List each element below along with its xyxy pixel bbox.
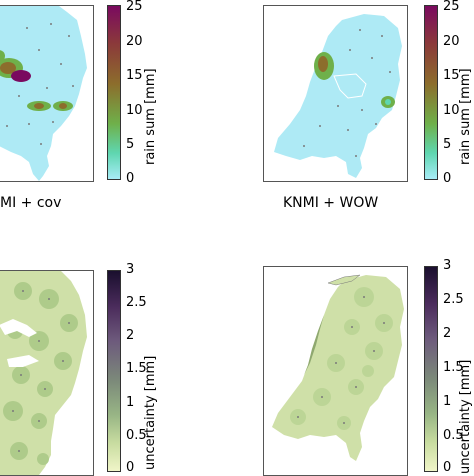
map-uncertainty-wow xyxy=(263,266,408,476)
unc-tick-left: 1 xyxy=(126,395,135,410)
uncertainty-map-wow-svg xyxy=(272,274,404,461)
map-rain-knmi-cov xyxy=(0,5,94,182)
rain-tick-right: 0 xyxy=(443,171,452,186)
unc-tick-right: 0.5 xyxy=(443,428,464,443)
unc-tick-left: 1.5 xyxy=(126,361,147,376)
rain-tick-right: 10 xyxy=(443,103,460,118)
uncertainty-map-cov-svg xyxy=(0,271,87,475)
rain-cell xyxy=(0,62,16,74)
unc-tick-right: 0 xyxy=(443,460,452,475)
rain-cell xyxy=(34,103,44,109)
rain-colorbar-right xyxy=(424,5,438,180)
map-uncertainty-cov xyxy=(0,270,94,476)
rain-colorbar-left xyxy=(107,5,121,180)
unc-tick-right: 2.5 xyxy=(443,292,464,307)
netherlands-shape xyxy=(274,14,402,178)
panel-title-knmi-cov: MI + cov xyxy=(0,195,62,211)
uncertainty-colorbar-right xyxy=(424,266,438,472)
rain-tick-left: 10 xyxy=(126,103,143,118)
islands xyxy=(327,274,361,286)
rain-map-wow-svg xyxy=(274,14,402,178)
unc-tick-left: 2 xyxy=(126,328,135,343)
station-dots xyxy=(12,290,70,452)
uncertainty-colorbar-label-right: uncertainty [mm] xyxy=(458,359,473,474)
unc-tick-right: 2 xyxy=(443,326,452,341)
dunes-edge xyxy=(304,315,324,375)
rain-cell xyxy=(318,56,328,72)
rain-tick-left: 25 xyxy=(126,0,143,14)
rain-tick-left: 5 xyxy=(126,137,135,152)
rain-cell xyxy=(11,70,31,82)
station-dots xyxy=(6,23,74,145)
rain-map-cov-svg xyxy=(0,6,87,181)
rain-tick-left: 20 xyxy=(126,34,143,49)
uncertainty-colorbar-label-left: uncertainty [mm] xyxy=(143,355,158,470)
uncertainty-colorbar-left xyxy=(107,270,121,472)
unc-tick-left: 2.5 xyxy=(126,295,147,310)
unc-tick-left: 0 xyxy=(126,460,135,475)
rain-tick-left: 0 xyxy=(126,171,135,186)
station-dots xyxy=(303,29,391,157)
unc-tick-right: 3 xyxy=(443,258,452,273)
unc-tick-left: 0.5 xyxy=(126,428,147,443)
rain-cell xyxy=(0,50,5,62)
unc-tick-right: 1.5 xyxy=(443,360,464,375)
map-rain-knmi-wow xyxy=(263,5,408,182)
rain-tick-right: 25 xyxy=(443,0,460,14)
rain-colorbar-label-right: rain sum [mm] xyxy=(458,68,473,165)
netherlands-shape xyxy=(0,6,87,181)
coastline-gap xyxy=(0,319,37,337)
rain-tick-left: 15 xyxy=(126,68,143,83)
rain-tick-right: 5 xyxy=(443,137,452,152)
rain-cell xyxy=(385,99,391,105)
coastline-gap xyxy=(7,355,39,367)
unc-tick-right: 1 xyxy=(443,394,452,409)
rain-tick-right: 20 xyxy=(443,34,460,49)
rain-cell xyxy=(59,103,67,109)
rain-tick-right: 15 xyxy=(443,68,460,83)
unc-tick-left: 3 xyxy=(126,262,135,277)
rain-colorbar-label-left: rain sum [mm] xyxy=(143,68,158,165)
ijsselmeer-edge xyxy=(333,73,367,99)
station-dots xyxy=(297,296,385,424)
panel-title-knmi-wow: KNMI + WOW xyxy=(283,195,379,211)
